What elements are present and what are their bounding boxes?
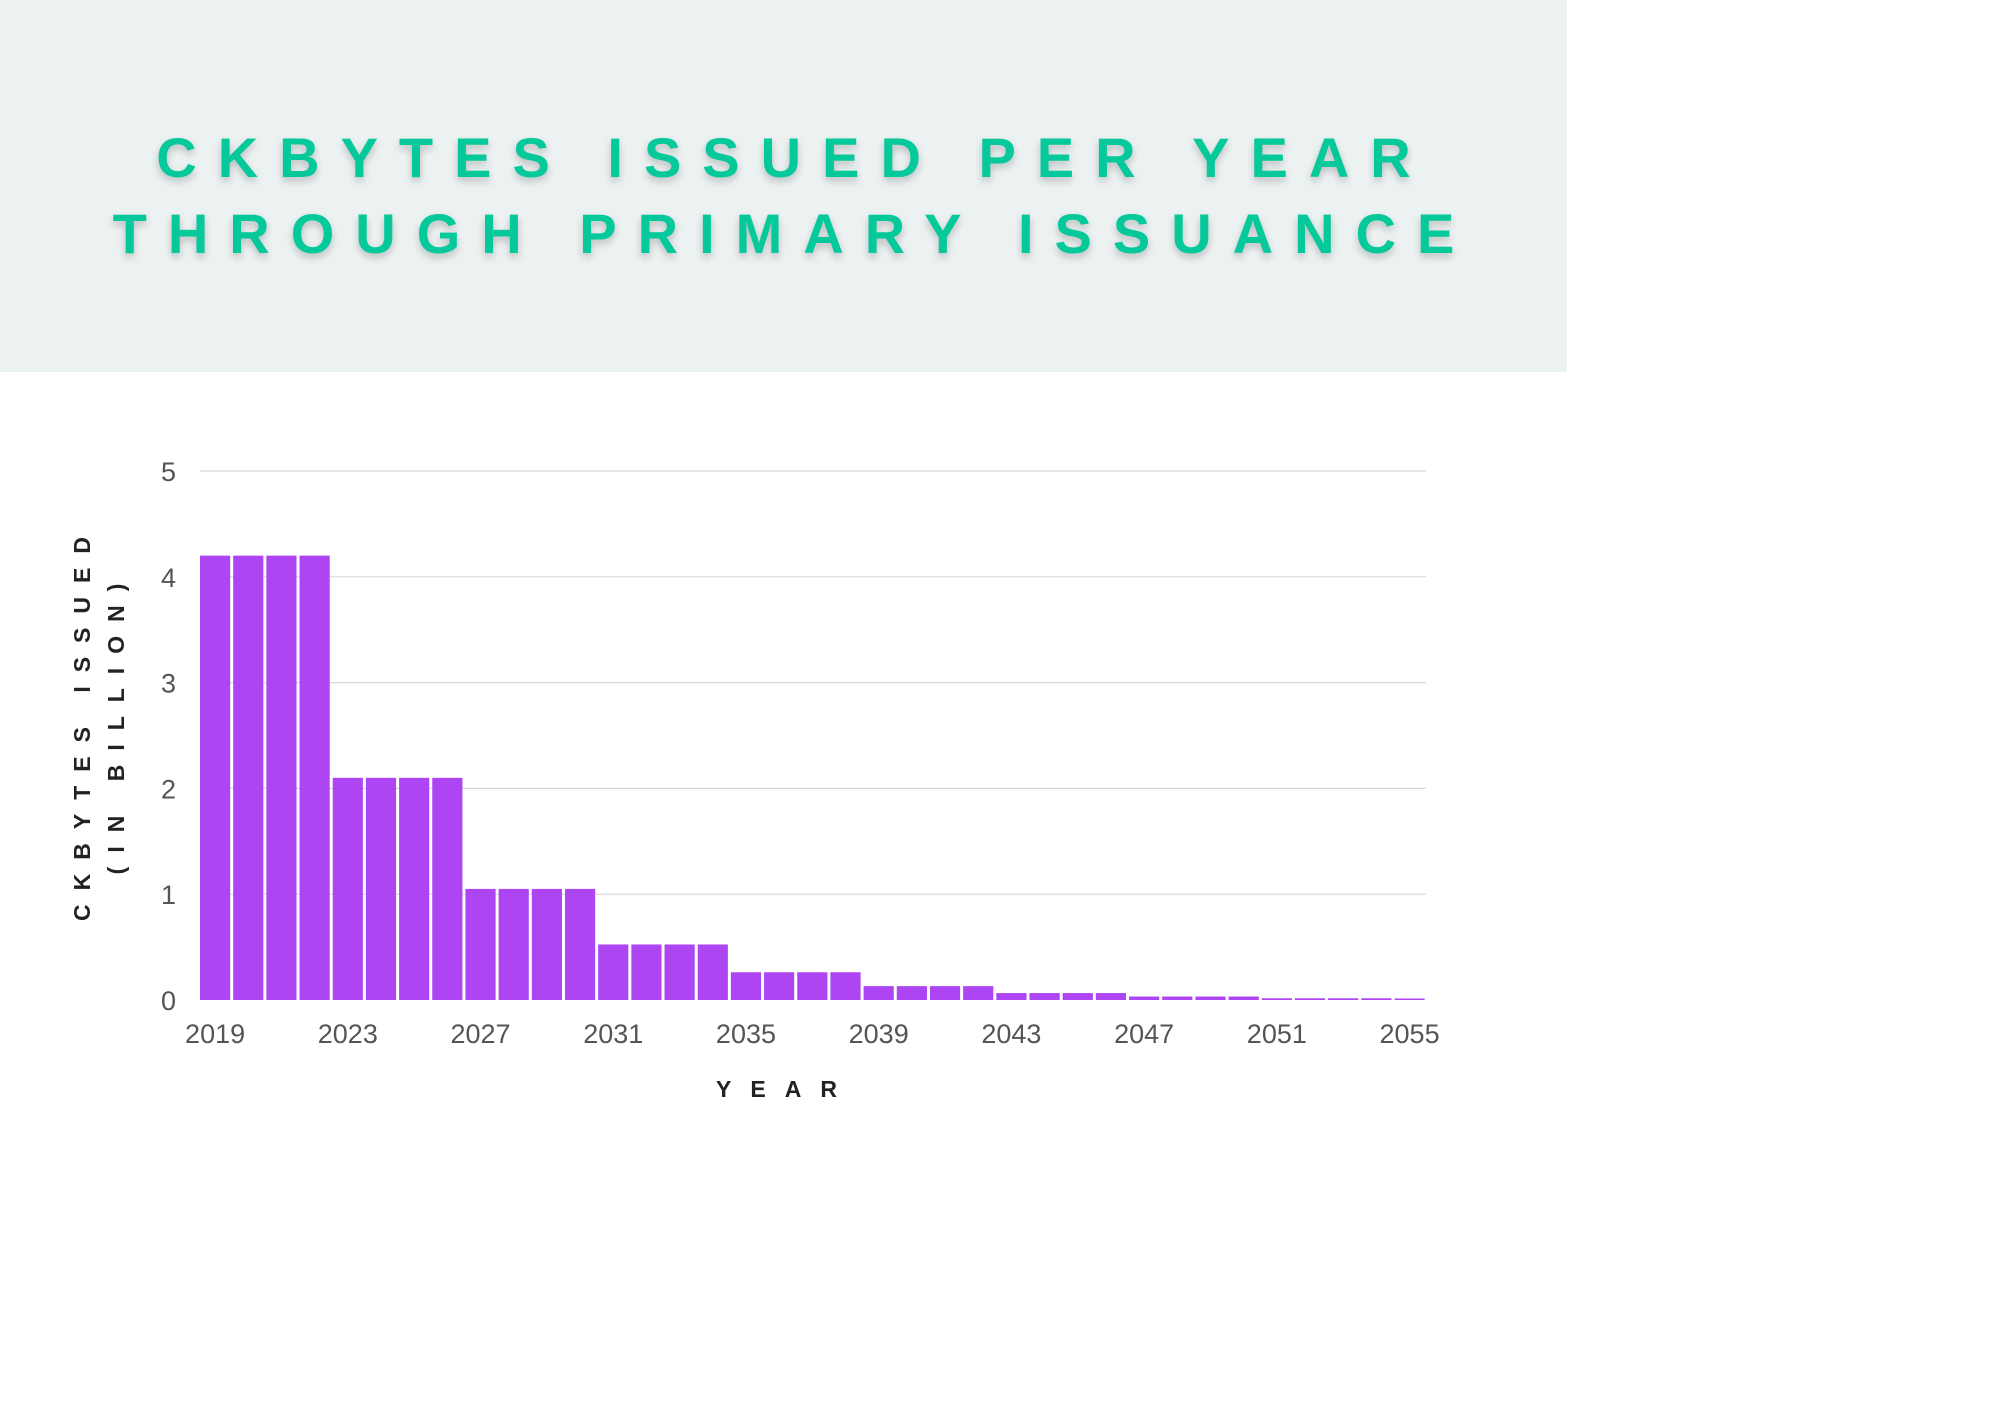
y-tick-label: 2 [161, 774, 176, 804]
bar-2020 [233, 555, 264, 1000]
x-tick-labels: 2019 2023 2027 2031 2035 2039 2043 2047 2051 2055 [185, 1019, 1440, 1049]
bar-2053 [1328, 998, 1359, 1000]
bar-2039 [863, 986, 894, 1000]
y-tick-labels: 0 1 2 3 4 5 [161, 457, 176, 1016]
bar-2048 [1162, 996, 1193, 1000]
bar-2055 [1394, 998, 1425, 1000]
bar-2045 [1062, 993, 1093, 1000]
chart-title: CKBYTES ISSUED PER YEAR THROUGH PRIMARY … [0, 120, 1567, 272]
y-tick-label: 1 [161, 880, 176, 910]
y-tick-label: 0 [161, 986, 176, 1016]
bar-2030 [564, 888, 596, 1000]
bar-2042 [963, 986, 994, 1000]
bar-2032 [631, 944, 662, 1000]
chart-title-line-1: CKBYTES ISSUED PER YEAR [156, 126, 1432, 189]
bar-2036 [764, 972, 795, 1000]
x-tick-label: 2019 [185, 1019, 245, 1049]
y-tick-label: 3 [161, 669, 176, 699]
bar-2033 [664, 944, 695, 1000]
bar-2049 [1195, 996, 1226, 1000]
bar-2034 [697, 944, 728, 1000]
bar-2031 [598, 944, 629, 1000]
bar-2037 [797, 972, 828, 1000]
y-axis-title-line-2: (IN BILLION) [103, 570, 129, 875]
bar-2041 [929, 986, 961, 1000]
bar-2044 [1029, 993, 1060, 1000]
x-tick-label: 2027 [450, 1019, 510, 1049]
bar-2022 [299, 555, 330, 1000]
bar-2027 [465, 888, 496, 1000]
x-axis-title: YEAR [716, 1076, 856, 1102]
bar-2040 [896, 986, 927, 1000]
bar-2023 [332, 777, 363, 1000]
x-tick-label: 2043 [981, 1019, 1041, 1049]
x-tick-label: 2039 [849, 1019, 909, 1049]
bar-2052 [1294, 998, 1326, 1000]
bar-2028 [498, 888, 529, 1000]
bar-2038 [830, 972, 861, 1000]
bar-2050 [1228, 996, 1259, 1000]
x-tick-label: 2035 [716, 1019, 776, 1049]
x-tick-label: 2055 [1380, 1019, 1440, 1049]
title-banner: CKBYTES ISSUED PER YEAR THROUGH PRIMARY … [0, 0, 1567, 372]
bar-2046 [1095, 993, 1127, 1000]
bar-2029 [531, 888, 562, 1000]
x-tick-label: 2031 [583, 1019, 643, 1049]
y-tick-label: 5 [161, 457, 176, 487]
y-axis-title-line-1: CKBYTES ISSUED [69, 523, 95, 921]
bar-2043 [996, 993, 1027, 1000]
x-tick-label: 2047 [1114, 1019, 1174, 1049]
y-tick-label: 4 [161, 563, 176, 593]
bar-2025 [399, 777, 430, 1000]
chart-title-line-2: THROUGH PRIMARY ISSUANCE [112, 202, 1476, 265]
x-tick-label: 2023 [318, 1019, 378, 1049]
bar-2051 [1261, 998, 1292, 1000]
x-tick-label: 2051 [1247, 1019, 1307, 1049]
bars [200, 555, 1425, 1000]
bar-2047 [1129, 996, 1160, 1000]
bar-2054 [1361, 998, 1392, 1000]
bar-2019 [200, 555, 231, 1000]
bar-2021 [266, 555, 297, 1000]
bar-2024 [365, 777, 397, 1000]
bar-2026 [432, 777, 463, 1000]
bar-2035 [730, 972, 762, 1000]
